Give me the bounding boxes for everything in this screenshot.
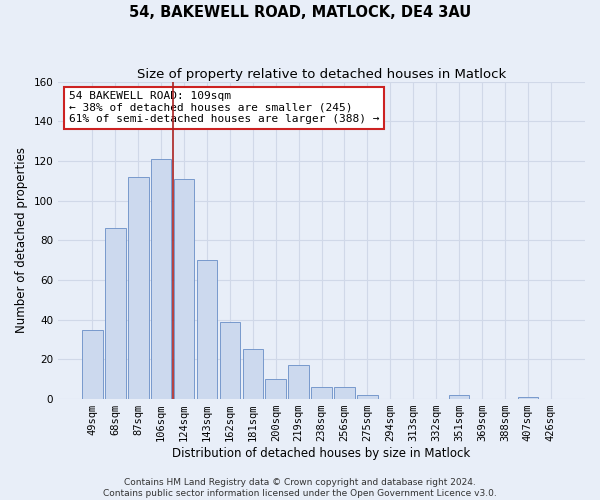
Bar [197,260,217,399]
Bar [518,397,538,399]
Bar [311,387,332,399]
Bar [151,159,172,399]
Text: Contains HM Land Registry data © Crown copyright and database right 2024.
Contai: Contains HM Land Registry data © Crown c… [103,478,497,498]
Text: 54, BAKEWELL ROAD, MATLOCK, DE4 3AU: 54, BAKEWELL ROAD, MATLOCK, DE4 3AU [129,5,471,20]
X-axis label: Distribution of detached houses by size in Matlock: Distribution of detached houses by size … [172,447,471,460]
Bar [242,350,263,399]
Bar [449,395,469,399]
Bar [82,330,103,399]
Bar [265,379,286,399]
Bar [357,395,378,399]
Bar [128,177,149,399]
Bar [174,179,194,399]
Text: 54 BAKEWELL ROAD: 109sqm
← 38% of detached houses are smaller (245)
61% of semi-: 54 BAKEWELL ROAD: 109sqm ← 38% of detach… [69,91,379,124]
Bar [334,387,355,399]
Bar [105,228,125,399]
Y-axis label: Number of detached properties: Number of detached properties [15,148,28,334]
Title: Size of property relative to detached houses in Matlock: Size of property relative to detached ho… [137,68,506,80]
Bar [289,366,309,399]
Bar [220,322,240,399]
